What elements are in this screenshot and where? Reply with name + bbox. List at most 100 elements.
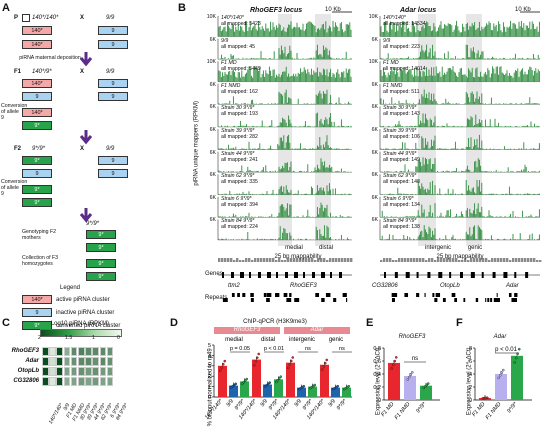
repeat-block-left <box>266 298 270 302</box>
repeat-block-left <box>222 298 228 302</box>
track-mapped-left-3: all mapped: 162 <box>221 88 258 95</box>
chip-point <box>322 365 325 368</box>
f2-selected-genotype: 9*/9* <box>86 221 100 227</box>
repeat-block-left <box>242 293 246 297</box>
f1-male-cluster-9-top: 9 <box>98 79 128 88</box>
chip-region-label: intergenic <box>289 337 315 343</box>
mappability-bar-right <box>470 258 473 262</box>
heatmap-cell <box>63 377 71 387</box>
rhogef3-expr-point <box>409 373 412 376</box>
mappability-bar-right <box>521 258 524 262</box>
track-signal-right-4 <box>380 113 540 127</box>
adar-expr-point <box>501 368 505 372</box>
heatmap-cell <box>70 357 78 367</box>
repeat-block-left <box>342 293 347 297</box>
chip-point <box>320 368 324 371</box>
adar-expr-bar <box>511 355 523 400</box>
track-mapped-right-1: all mapped: 223 <box>383 43 420 50</box>
cross-symbol: X <box>80 15 85 21</box>
cross-symbol-2: X <box>80 69 85 75</box>
repeat-block-left <box>250 298 253 302</box>
f2-conv-cluster-9s-top: 9* <box>22 185 52 194</box>
adar-expr-ytick-label: 0 <box>469 398 472 404</box>
mappability-bar-right <box>413 258 416 262</box>
gene-exon-left <box>294 272 298 278</box>
p-male-genotype: 9/9 <box>106 15 115 21</box>
gene-exon-left <box>240 272 244 278</box>
repeat-block-right <box>490 298 493 302</box>
heatmap-row-label: OtopLb <box>17 368 39 374</box>
chip-bar <box>218 365 227 397</box>
f1-conv-cluster-140: 140* <box>22 108 52 117</box>
mappability-bar-left <box>332 258 335 262</box>
mappability-bar-left <box>344 258 347 262</box>
heatmap-cell <box>92 347 99 357</box>
adar-expr-point <box>497 376 500 380</box>
f1-conv-cluster-9s: 9* <box>22 121 52 130</box>
down-arrow-icon-2 <box>79 130 93 145</box>
track-axis-label-right-5: 6K <box>371 127 378 133</box>
repeat-block-right <box>511 298 516 302</box>
mappability-bar-left <box>275 260 278 262</box>
mappability-bar-right <box>458 260 461 262</box>
mappability-bar-right <box>503 258 506 262</box>
mappability-bar-right <box>467 260 470 262</box>
rhogef3-expr-ytick-label: 0.8 <box>373 346 381 352</box>
mappability-bar-right <box>500 258 503 262</box>
track-mapped-right-5: all mapped: 106 <box>383 134 420 140</box>
track-signal-right-8 <box>380 203 540 218</box>
repeat-block-left <box>268 298 270 302</box>
track-axis-label-left-8: 6K <box>209 194 216 201</box>
genotyping-label: Genotyping F2 mothers <box>22 229 57 241</box>
chip-point <box>302 384 305 388</box>
chip-point <box>223 359 226 363</box>
track-signal-right-9 <box>380 225 540 240</box>
repeat-block-right <box>487 298 490 302</box>
mappability-bar-right <box>440 258 443 262</box>
mappability-bar-left <box>305 258 308 262</box>
track-mapped-left-0: all mapped: 5423 <box>221 21 261 27</box>
chip-point <box>254 360 257 363</box>
mappability-bar-right <box>527 258 530 262</box>
track-mapped-right-4: all mapped: 143 <box>383 111 420 118</box>
gene-exon-right <box>449 272 452 278</box>
adar-expr-ytick-label: 8 <box>469 346 472 352</box>
scale-tick-1-5: 1.5 <box>65 335 73 341</box>
legend-converted-label: converted piRNA cluster <box>56 323 121 329</box>
chip-pvalue: ns <box>339 346 345 352</box>
heatmap-cell <box>49 347 56 357</box>
track-name-left-3: F1 NMD <box>221 82 241 89</box>
mappability-bar-left <box>290 258 293 262</box>
adar-expr-point <box>513 361 517 364</box>
mappability-bar-left <box>341 258 344 262</box>
chip-locus-adar: Adar <box>284 327 350 334</box>
repeat-block-right <box>424 293 426 297</box>
chip-ytick-label: 0 <box>208 395 211 401</box>
heatmap-cell <box>99 377 107 387</box>
f2-cluster-9: 9 <box>22 169 52 178</box>
heatmap-cell <box>56 347 63 357</box>
heatmap-title: Log10 piRNA (RPKM) <box>50 321 110 327</box>
chip-bar <box>240 381 249 397</box>
track-name-left-5: Strain 39 9*/9* <box>221 128 255 134</box>
panel-letter-a: A <box>2 2 10 14</box>
legend-title: Legend <box>59 285 81 291</box>
repeat-block-right <box>463 298 466 302</box>
mappability-bar-left <box>308 258 311 262</box>
mappability-bar-right <box>536 260 539 262</box>
repeat-block-left <box>325 293 329 297</box>
track-signal-left-2 <box>218 66 352 82</box>
track-name-right-1: 9/9 <box>383 37 391 44</box>
chip-ytick-label: 1 <box>208 385 211 391</box>
chip-point <box>313 383 316 387</box>
mappability-bar-right <box>392 260 395 262</box>
legend-converted-swatch: 9* <box>22 321 52 330</box>
sel-cluster-9s-bottom: 9* <box>86 243 116 252</box>
rhogef3-expr-bar <box>404 375 416 400</box>
adar-expr-point <box>485 396 489 400</box>
chip-region-label: genic <box>329 337 343 343</box>
chip-xlabel: 9/9 <box>226 398 236 408</box>
mappability-bar-right <box>506 258 509 262</box>
track-signal-right-5 <box>380 134 540 150</box>
track-name-right-4: Strain 30 9*/9* <box>383 105 417 112</box>
